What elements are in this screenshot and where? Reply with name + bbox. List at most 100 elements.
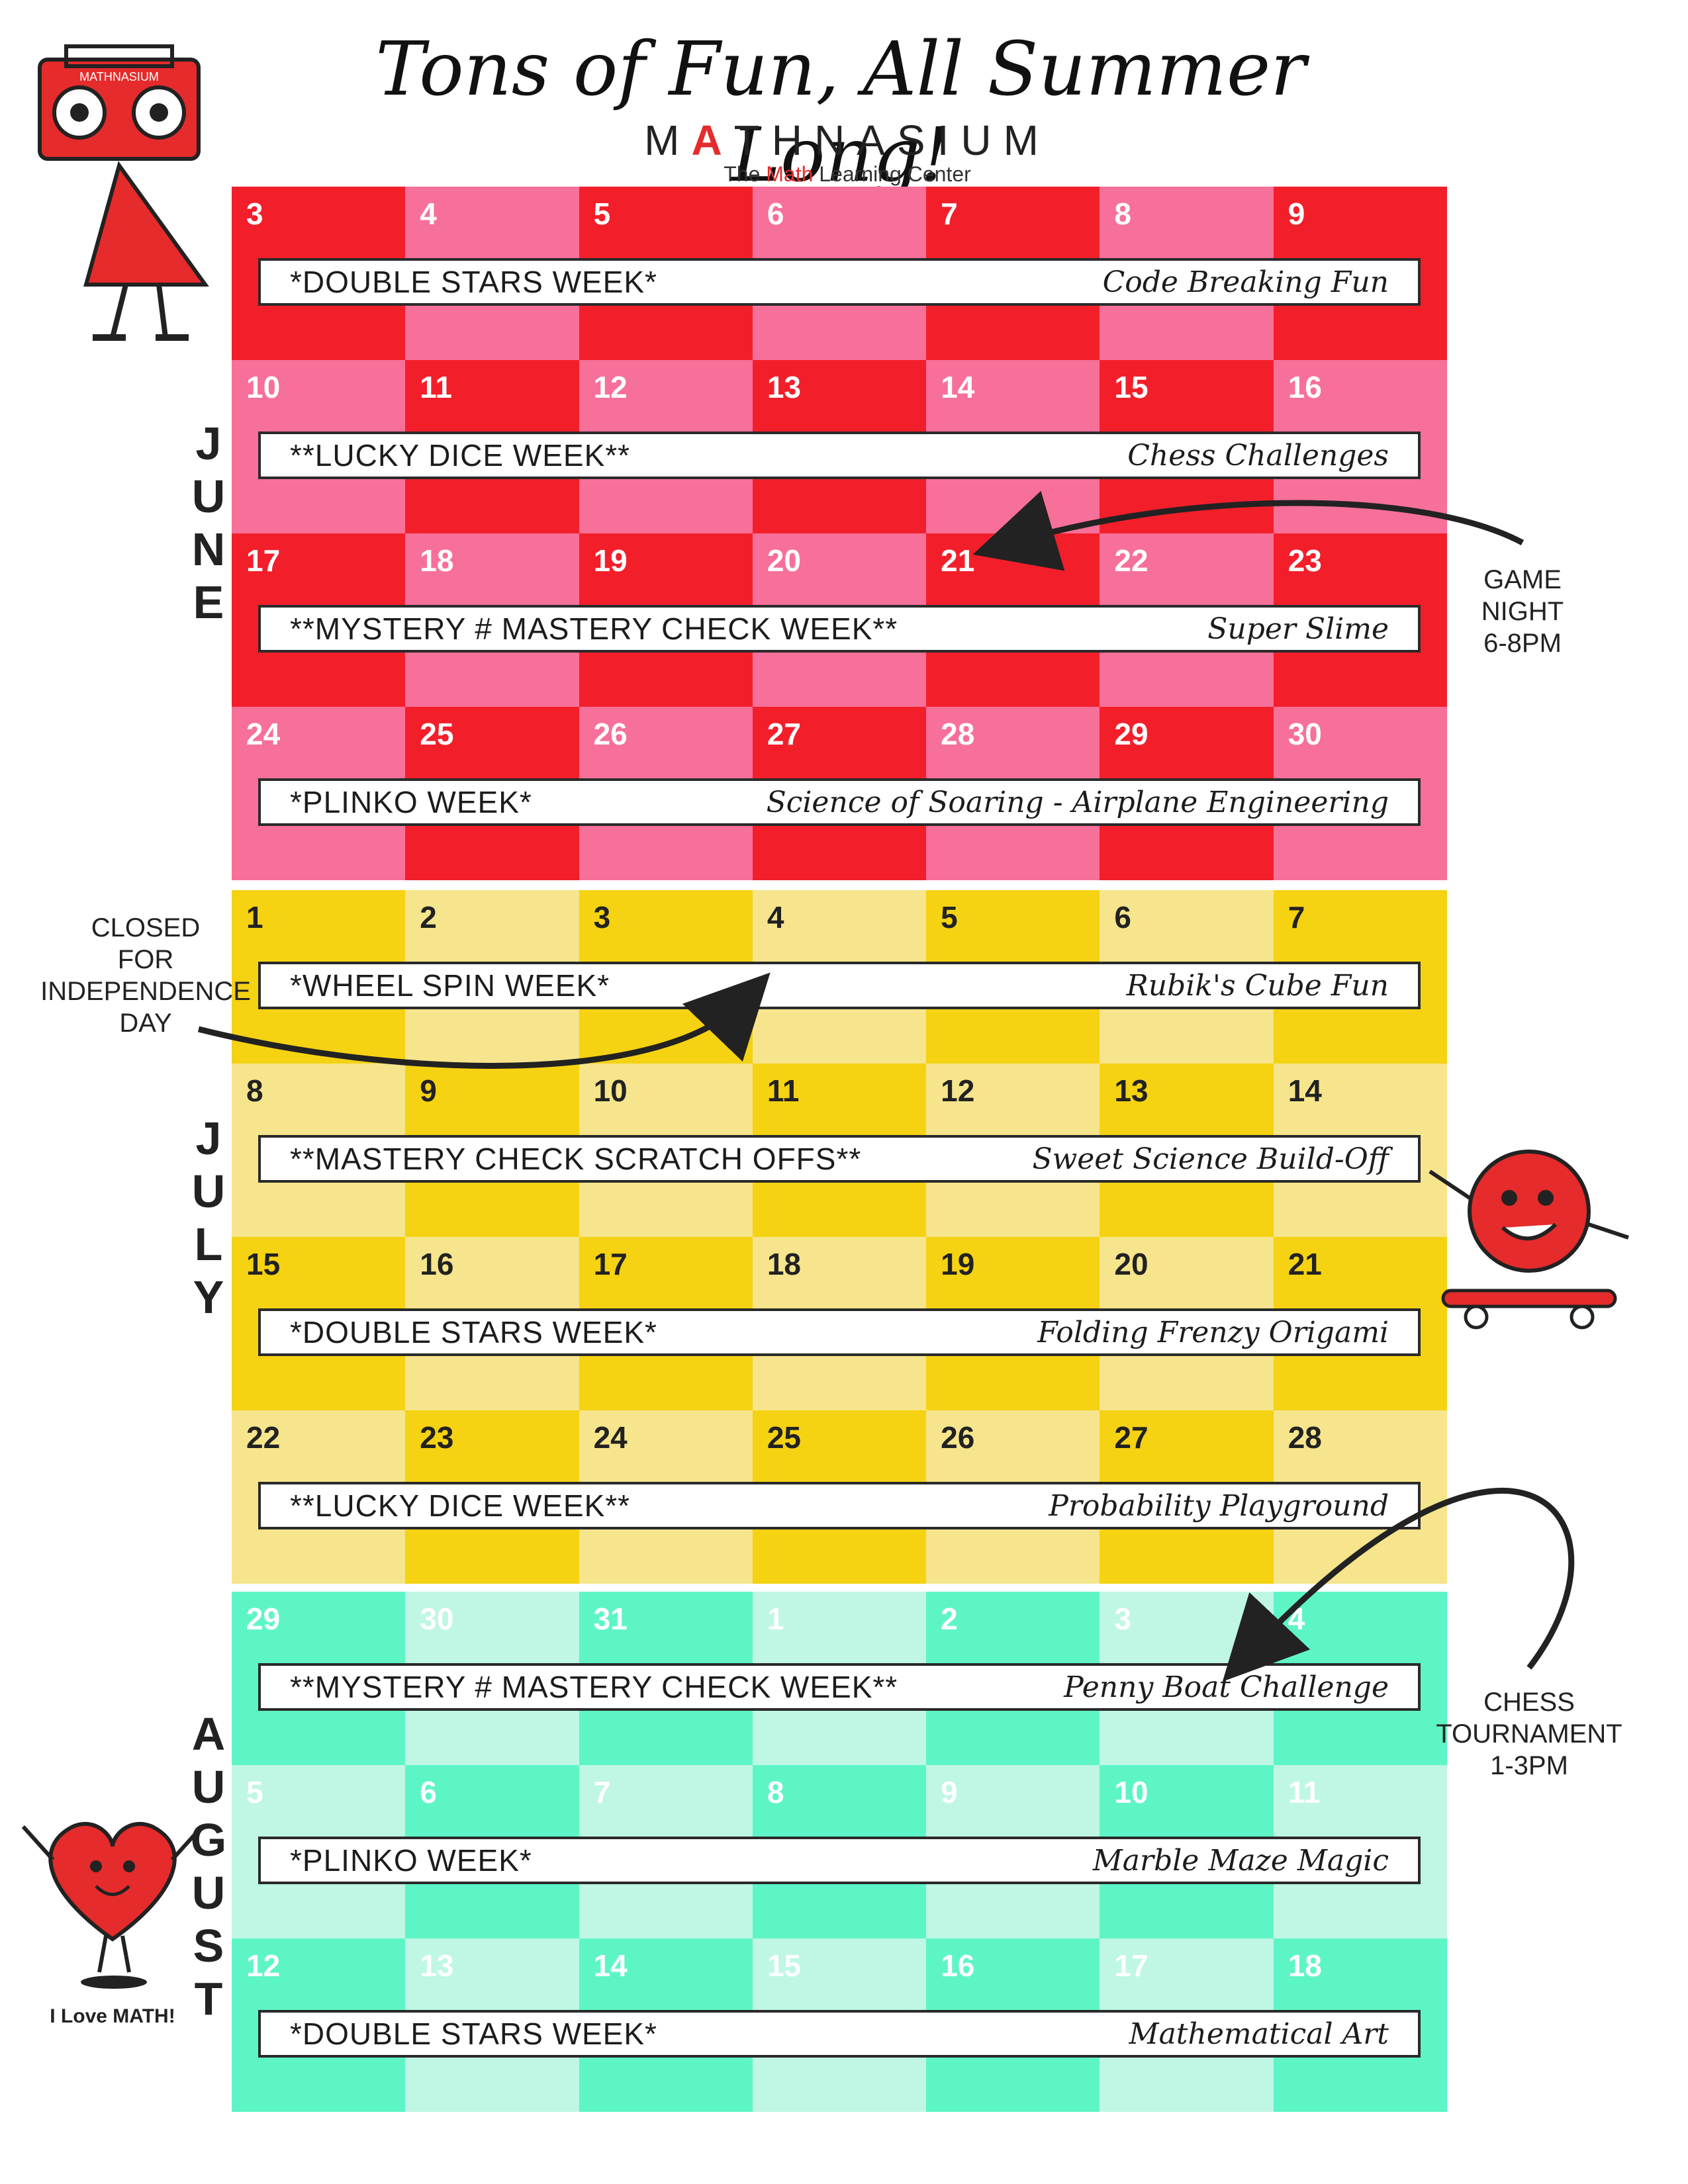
week-banner: *DOUBLE STARS WEEK* Folding Frenzy Origam… [258,1308,1421,1356]
day-number: 30 [1288,717,1322,751]
calendar-week: 12 13 14 15 16 17 18 *DOUBLE STARS WEEK* Mathema… [232,1938,1447,2112]
day-number: 19 [941,1247,975,1281]
day-number: 24 [246,717,281,751]
mathnasium-logo: MATHNASIUM The Math Learning Center [635,116,1059,187]
month-letter: Y [193,1271,224,1323]
day-number: 5 [246,1775,263,1809]
day-number: 17 [246,543,281,578]
day-number: 1 [246,900,263,934]
brand-name: MATHNASIUM [644,116,1051,164]
game-night-note: GAME NIGHT 6-8PM [1481,565,1564,658]
day-number: 15 [767,1948,802,1983]
day-number: 29 [246,1602,281,1636]
day-number: 10 [246,370,281,404]
month-letter: L [194,1218,223,1270]
day-number: 23 [420,1420,454,1455]
day-number: 16 [1288,370,1322,404]
june-calendar: 3 4 5 6 7 8 9 *DOUBLE STARS WEEK* Code Breaking … [232,187,1447,880]
day-number: 9 [941,1775,958,1809]
day-number: 29 [1114,717,1149,751]
day-number: 15 [1114,370,1149,404]
day-number: 9 [1288,197,1305,231]
boombox-mascot-icon: MATHNASIUM [38,44,209,341]
calendar-week: 10 11 12 13 14 15 16 **LUCKY DICE WEEK** Chess C… [232,360,1447,533]
week-activity: Code Breaking Fun [1102,265,1389,299]
day-number: 17 [1114,1948,1149,1983]
week-banner: *PLINKO WEEK* Marble Maze Magic [258,1837,1421,1884]
day-number: 21 [941,543,975,578]
day-number: 7 [1288,900,1305,934]
chess-tournament-note: CHESS TOURNAMENT 1-3PM [1436,1688,1622,1780]
day-number: 12 [941,1073,975,1108]
calendar-week: 8 9 10 11 12 13 14 **MASTERY CHECK SCRATCH OFFS… [232,1064,1447,1237]
mascot-caption: I Love MATH! [50,2005,175,2027]
day-number: 13 [767,370,802,404]
week-activity: Super Slime [1207,612,1389,646]
day-number: 12 [593,370,628,404]
day-number: 27 [767,717,802,751]
closed-arrow [197,972,771,1069]
heart-mascot-icon [21,1821,204,1989]
day-number: 18 [767,1247,802,1281]
month-letter: J [195,418,222,469]
month-letter: T [194,1973,223,2025]
day-number: 18 [1288,1948,1322,1983]
day-number: 16 [420,1247,454,1281]
calendar-week: 5 6 7 8 9 10 11 *PLINKO WEEK* Marble Maze Magic [232,1765,1447,1938]
day-number: 12 [246,1948,281,1983]
month-letter: A [191,1708,226,1760]
game-night-arrow [972,490,1524,571]
day-number: 25 [420,717,454,751]
week-activity: Folding Frenzy Origami [1037,1315,1389,1349]
chess-arrow [1222,1488,1575,1682]
day-number: 5 [941,900,958,934]
week-banner: **LUCKY DICE WEEK** Chess Challenges [258,432,1421,479]
calendar-week: 15 16 17 18 19 20 21 *DOUBLE STARS WEEK* Folding… [232,1237,1447,1410]
day-number: 16 [941,1948,975,1983]
week-event: *PLINKO WEEK* [290,785,532,819]
day-number: 11 [420,370,452,404]
month-letter: E [193,576,224,628]
day-number: 15 [246,1247,281,1281]
week-event: *WHEEL SPIN WEEK* [290,968,610,1003]
week-event: **MYSTERY # MASTERY CHECK WEEK** [290,612,898,646]
week-event: **LUCKY DICE WEEK** [290,1488,631,1523]
day-number: 14 [1288,1073,1322,1108]
day-number: 1 [767,1602,784,1636]
day-number: 8 [1114,197,1132,231]
day-number: 3 [593,900,611,934]
week-event: *DOUBLE STARS WEEK* [290,265,657,299]
day-number: 31 [593,1602,628,1636]
week-event: **MASTERY CHECK SCRATCH OFFS** [290,1142,862,1176]
calendar-week: 17 18 19 20 21 22 23 **MYSTERY # MASTERY CHECK … [232,533,1447,707]
day-number: 21 [1288,1247,1322,1281]
day-number: 18 [420,543,454,578]
week-event: *DOUBLE STARS WEEK* [290,2017,657,2051]
day-number: 27 [1114,1420,1149,1455]
day-number: 19 [593,543,628,578]
day-number: 11 [767,1073,800,1108]
page-title: Tons of Fun, All Summer Long! [375,26,1306,199]
week-event: **LUCKY DICE WEEK** [290,438,631,473]
calendar-week: 3 4 5 6 7 8 9 *DOUBLE STARS WEEK* Code Breaking … [232,187,1447,360]
day-number: 10 [1114,1775,1149,1809]
day-number: 4 [767,900,784,934]
day-number: 14 [593,1948,628,1983]
week-event: **MYSTERY # MASTERY CHECK WEEK** [290,1670,898,1704]
week-banner: *DOUBLE STARS WEEK* Code Breaking Fun [258,258,1421,306]
boombox-label: MATHNASIUM [79,70,159,83]
day-number: 20 [767,543,802,578]
week-activity: Sweet Science Build-Off [1032,1142,1389,1176]
day-number: 22 [246,1420,281,1455]
day-number: 11 [1288,1775,1321,1809]
day-number: 2 [941,1602,958,1636]
month-letter: S [193,1920,224,1972]
day-number: 28 [941,717,975,751]
day-number: 8 [246,1073,263,1108]
week-banner: **LUCKY DICE WEEK** Probability Playgroun… [258,1482,1421,1529]
month-letter: G [190,1814,227,1866]
day-number: 9 [420,1073,437,1108]
